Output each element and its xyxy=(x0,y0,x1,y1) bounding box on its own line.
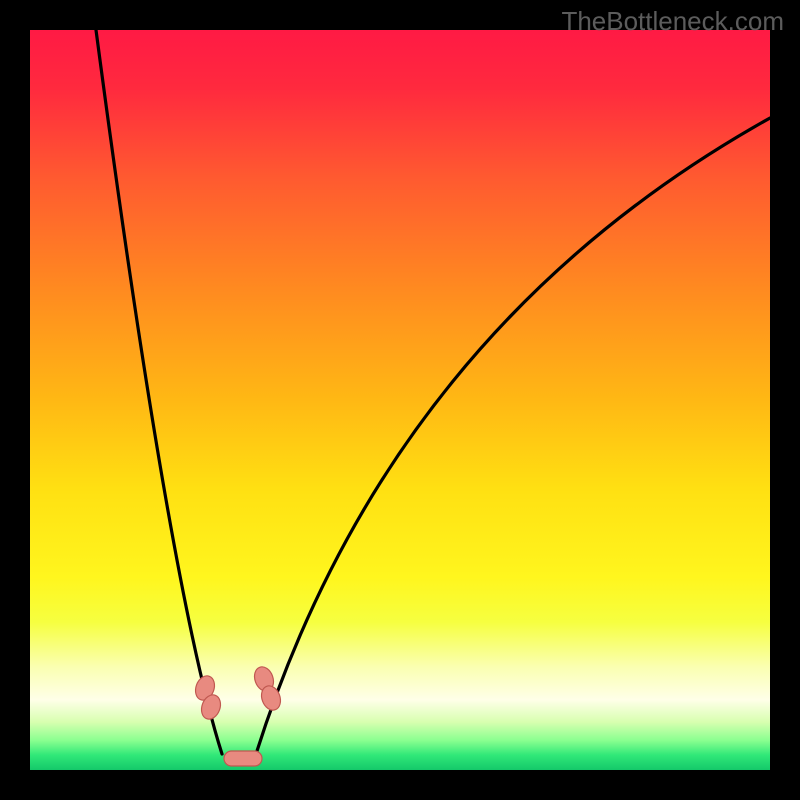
bottleneck-chart xyxy=(30,30,770,770)
watermark-text: TheBottleneck.com xyxy=(561,6,784,37)
gradient-background xyxy=(30,30,770,770)
